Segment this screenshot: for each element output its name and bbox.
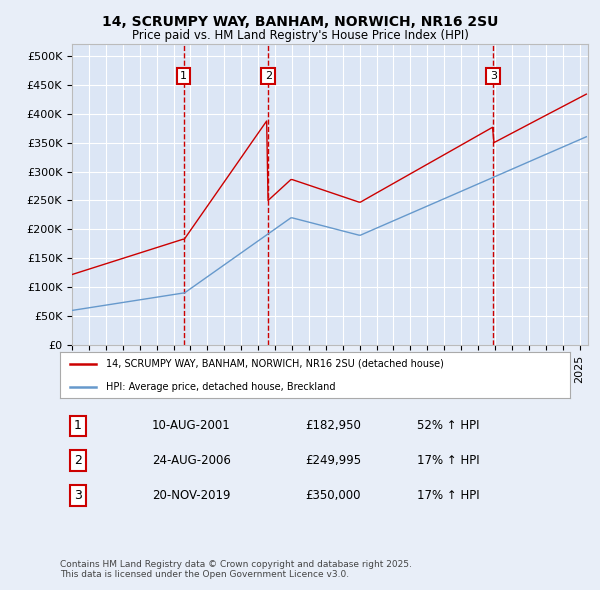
Text: Price paid vs. HM Land Registry's House Price Index (HPI): Price paid vs. HM Land Registry's House … [131, 30, 469, 42]
Text: 1: 1 [180, 71, 187, 81]
Text: 17% ↑ HPI: 17% ↑ HPI [417, 454, 479, 467]
Text: £182,950: £182,950 [305, 419, 361, 432]
Text: 3: 3 [490, 71, 497, 81]
Text: 20-NOV-2019: 20-NOV-2019 [152, 489, 230, 502]
Text: 2: 2 [265, 71, 272, 81]
Text: 52% ↑ HPI: 52% ↑ HPI [417, 419, 479, 432]
Text: 1: 1 [74, 419, 82, 432]
Text: 14, SCRUMPY WAY, BANHAM, NORWICH, NR16 2SU (detached house): 14, SCRUMPY WAY, BANHAM, NORWICH, NR16 2… [106, 359, 444, 369]
Text: 14, SCRUMPY WAY, BANHAM, NORWICH, NR16 2SU: 14, SCRUMPY WAY, BANHAM, NORWICH, NR16 2… [102, 15, 498, 29]
Text: HPI: Average price, detached house, Breckland: HPI: Average price, detached house, Brec… [106, 382, 335, 392]
Text: 2: 2 [74, 454, 82, 467]
Text: 3: 3 [74, 489, 82, 502]
Text: £350,000: £350,000 [305, 489, 360, 502]
Text: 24-AUG-2006: 24-AUG-2006 [152, 454, 230, 467]
Text: £249,995: £249,995 [305, 454, 361, 467]
Text: 10-AUG-2001: 10-AUG-2001 [152, 419, 230, 432]
Text: 17% ↑ HPI: 17% ↑ HPI [417, 489, 479, 502]
Text: Contains HM Land Registry data © Crown copyright and database right 2025.
This d: Contains HM Land Registry data © Crown c… [60, 560, 412, 579]
